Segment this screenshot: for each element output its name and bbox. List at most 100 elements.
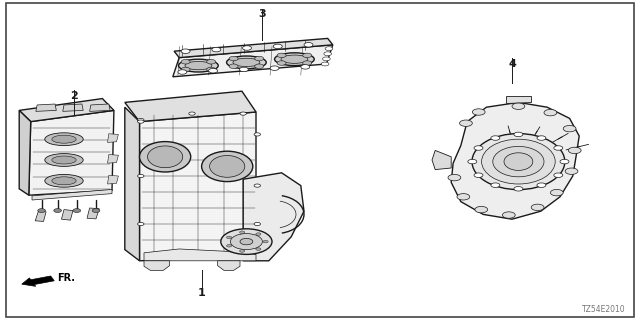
Circle shape xyxy=(491,183,500,188)
Circle shape xyxy=(138,118,144,122)
Circle shape xyxy=(324,52,332,56)
Ellipse shape xyxy=(45,133,83,146)
Ellipse shape xyxy=(210,156,244,177)
Ellipse shape xyxy=(493,147,544,177)
Polygon shape xyxy=(19,110,31,195)
Text: 4: 4 xyxy=(508,59,516,69)
Circle shape xyxy=(254,133,260,136)
Ellipse shape xyxy=(275,53,314,66)
Ellipse shape xyxy=(45,154,83,166)
Circle shape xyxy=(472,109,485,115)
Circle shape xyxy=(277,61,286,65)
Circle shape xyxy=(255,64,264,68)
Circle shape xyxy=(240,238,253,245)
Text: 1: 1 xyxy=(198,288,205,298)
Circle shape xyxy=(181,60,190,64)
Circle shape xyxy=(273,44,282,49)
Ellipse shape xyxy=(148,146,183,168)
Circle shape xyxy=(502,212,515,218)
Circle shape xyxy=(239,231,244,234)
Circle shape xyxy=(512,103,525,109)
Text: TZ54E2010: TZ54E2010 xyxy=(582,305,626,314)
Circle shape xyxy=(221,229,272,254)
Circle shape xyxy=(229,64,238,68)
Circle shape xyxy=(537,183,546,188)
Ellipse shape xyxy=(233,58,260,67)
Circle shape xyxy=(178,70,187,74)
Circle shape xyxy=(212,47,221,52)
Circle shape xyxy=(138,222,144,226)
Circle shape xyxy=(321,62,329,66)
Text: FR.: FR. xyxy=(58,273,76,283)
Circle shape xyxy=(239,67,248,72)
Ellipse shape xyxy=(45,174,83,187)
Circle shape xyxy=(448,174,461,181)
Circle shape xyxy=(209,68,218,73)
Circle shape xyxy=(491,136,500,140)
Circle shape xyxy=(304,43,313,47)
Polygon shape xyxy=(61,210,73,220)
Ellipse shape xyxy=(140,141,191,172)
Polygon shape xyxy=(125,91,256,122)
Circle shape xyxy=(255,56,264,61)
Circle shape xyxy=(239,250,244,252)
Circle shape xyxy=(550,189,563,196)
FancyArrow shape xyxy=(22,276,54,286)
Polygon shape xyxy=(90,104,110,111)
Circle shape xyxy=(514,187,523,191)
Circle shape xyxy=(474,173,483,177)
Circle shape xyxy=(263,240,268,243)
Circle shape xyxy=(457,194,470,200)
Circle shape xyxy=(277,53,286,58)
Polygon shape xyxy=(108,175,118,184)
Circle shape xyxy=(537,136,546,140)
Ellipse shape xyxy=(482,139,556,184)
Circle shape xyxy=(138,174,144,178)
Circle shape xyxy=(544,109,557,116)
Polygon shape xyxy=(108,134,118,142)
Circle shape xyxy=(189,112,195,115)
Circle shape xyxy=(568,147,581,154)
Circle shape xyxy=(270,66,279,70)
Polygon shape xyxy=(173,45,333,77)
Circle shape xyxy=(73,209,81,212)
Circle shape xyxy=(207,67,216,72)
Circle shape xyxy=(325,47,333,51)
Polygon shape xyxy=(108,155,118,163)
Circle shape xyxy=(243,46,252,50)
Circle shape xyxy=(563,125,576,132)
Polygon shape xyxy=(144,249,256,261)
Ellipse shape xyxy=(179,59,218,72)
Circle shape xyxy=(207,60,216,64)
Circle shape xyxy=(303,61,312,65)
Circle shape xyxy=(181,67,190,72)
Circle shape xyxy=(554,173,563,177)
Circle shape xyxy=(38,209,45,212)
Polygon shape xyxy=(451,102,579,219)
Polygon shape xyxy=(174,38,333,58)
Circle shape xyxy=(227,236,232,239)
Circle shape xyxy=(181,49,190,53)
Circle shape xyxy=(474,146,483,150)
Polygon shape xyxy=(144,261,170,270)
Circle shape xyxy=(554,146,563,150)
Polygon shape xyxy=(87,208,99,219)
Circle shape xyxy=(531,204,544,211)
Circle shape xyxy=(468,159,477,164)
Polygon shape xyxy=(432,150,451,170)
Circle shape xyxy=(303,53,312,58)
Polygon shape xyxy=(63,104,83,111)
Polygon shape xyxy=(243,173,304,261)
Ellipse shape xyxy=(281,55,308,63)
Circle shape xyxy=(138,120,144,123)
Circle shape xyxy=(230,234,262,250)
Ellipse shape xyxy=(52,135,76,143)
Polygon shape xyxy=(35,211,46,221)
Ellipse shape xyxy=(227,56,266,69)
Circle shape xyxy=(254,184,260,187)
Polygon shape xyxy=(19,99,114,122)
Ellipse shape xyxy=(185,61,212,70)
Circle shape xyxy=(92,209,100,212)
Circle shape xyxy=(460,120,472,126)
Circle shape xyxy=(475,206,488,213)
